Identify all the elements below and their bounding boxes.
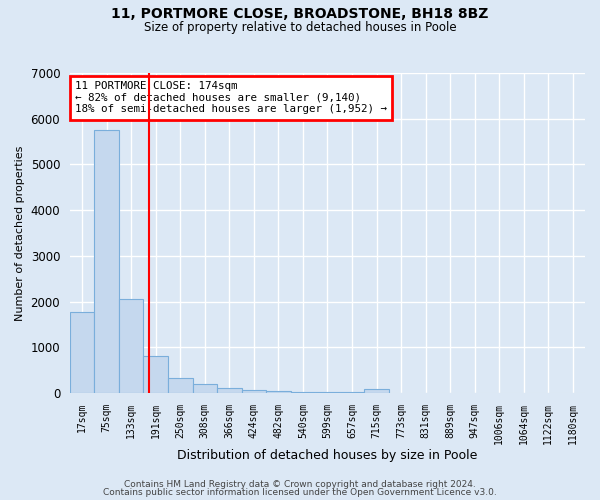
Bar <box>168 378 193 393</box>
Bar <box>193 384 217 393</box>
Bar <box>315 392 340 393</box>
Text: 11, PORTMORE CLOSE, BROADSTONE, BH18 8BZ: 11, PORTMORE CLOSE, BROADSTONE, BH18 8BZ <box>112 8 488 22</box>
Y-axis label: Number of detached properties: Number of detached properties <box>15 146 25 320</box>
Bar <box>143 356 168 393</box>
Text: Contains HM Land Registry data © Crown copyright and database right 2024.: Contains HM Land Registry data © Crown c… <box>124 480 476 489</box>
Text: Size of property relative to detached houses in Poole: Size of property relative to detached ho… <box>143 21 457 34</box>
Text: 11 PORTMORE CLOSE: 174sqm
← 82% of detached houses are smaller (9,140)
18% of se: 11 PORTMORE CLOSE: 174sqm ← 82% of detac… <box>75 81 387 114</box>
Bar <box>217 388 242 393</box>
Bar <box>290 392 315 393</box>
Bar <box>266 391 290 393</box>
Text: Contains public sector information licensed under the Open Government Licence v3: Contains public sector information licen… <box>103 488 497 497</box>
Bar <box>94 130 119 393</box>
Bar <box>70 312 94 393</box>
X-axis label: Distribution of detached houses by size in Poole: Distribution of detached houses by size … <box>177 450 478 462</box>
Bar <box>340 392 364 393</box>
Bar <box>119 299 143 393</box>
Bar <box>242 390 266 393</box>
Bar <box>364 390 389 393</box>
